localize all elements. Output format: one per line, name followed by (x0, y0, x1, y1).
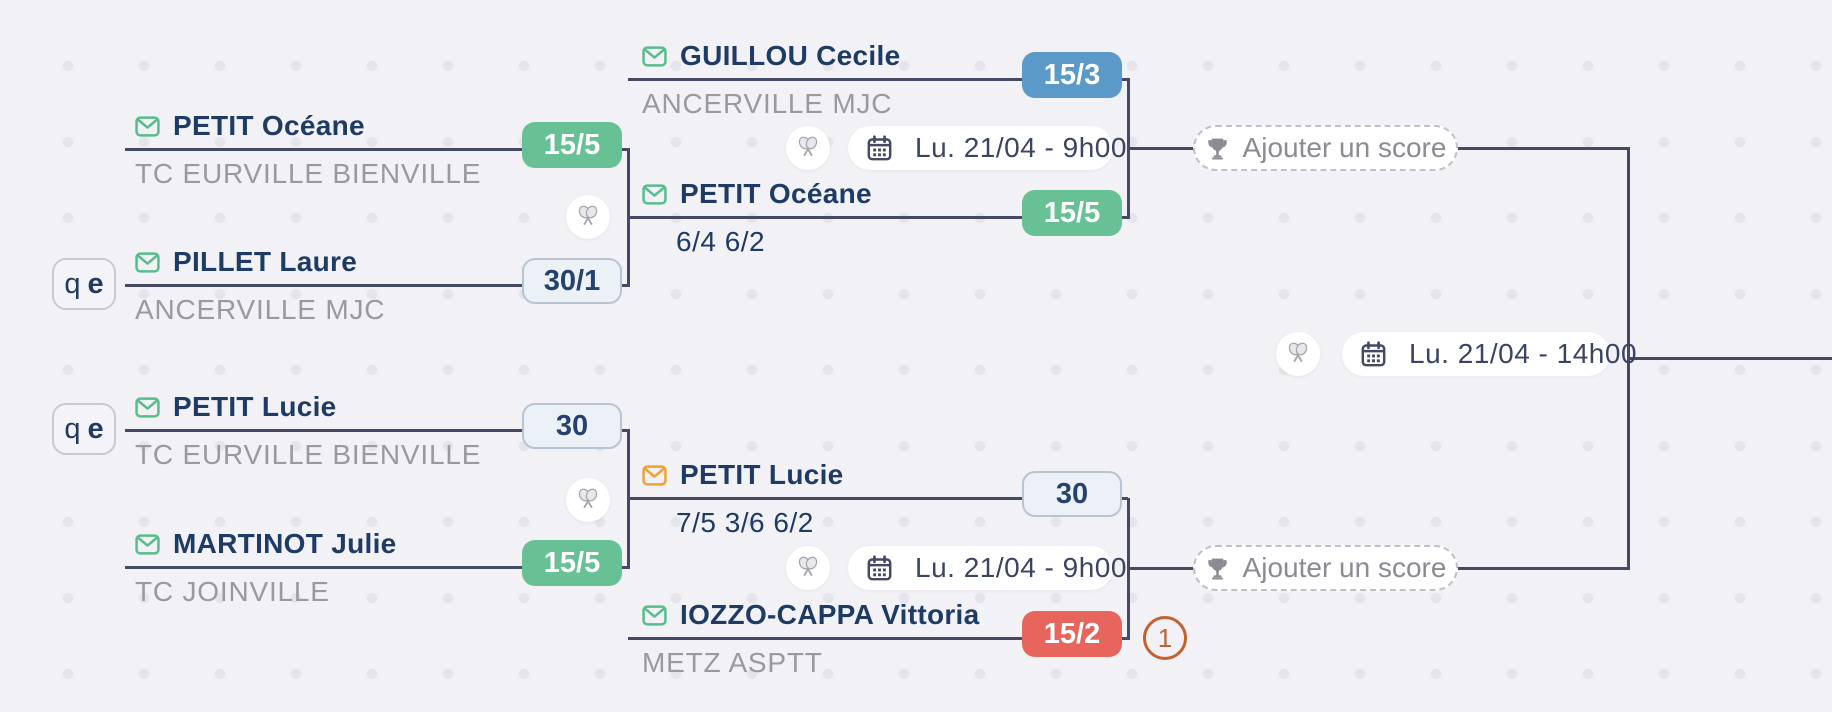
schedule-text: Lu. 21/04 - 9h00 (915, 552, 1127, 583)
bracket-line (125, 284, 628, 287)
add-score-button[interactable]: Ajouter un score (1193, 125, 1458, 171)
rackets-icon[interactable] (566, 195, 610, 239)
add-score-label: Ajouter un score (1242, 552, 1447, 583)
bracket-slot: IOZZO-CAPPA Vittoria METZ ASPTT 15/2 1 (628, 599, 1187, 678)
trophy-icon (1205, 556, 1230, 581)
player-row[interactable]: GUILLOU Cecile (642, 40, 900, 72)
bracket-line (628, 637, 1128, 640)
bracket-line (125, 429, 628, 432)
player-name: MARTINOT Julie (173, 528, 397, 559)
bracket-slot: MARTINOT Julie TC JOINVILLE 15/5 (125, 528, 628, 607)
bracket-slot: PETIT Océane 6/4 6/2 15/5 (628, 178, 1128, 257)
player-row[interactable]: IOZZO-CAPPA Vittoria (642, 599, 980, 631)
rating-badge[interactable]: 30 (1022, 471, 1122, 517)
trophy-icon (1205, 136, 1230, 161)
player-row[interactable]: PETIT Océane (135, 110, 365, 142)
player-name: PETIT Lucie (173, 391, 337, 422)
match-sets: 7/5 3/6 6/2 (676, 507, 814, 538)
match-schedule[interactable]: Lu. 21/04 - 14h00 (1342, 332, 1637, 376)
player-club: METZ ASPTT (642, 647, 823, 678)
player-club: TC EURVILLE BIENVILLE (135, 439, 482, 470)
player-name: PILLET Laure (173, 246, 358, 277)
seed-number: 1 (1143, 616, 1187, 660)
calendar-icon (866, 554, 893, 582)
calendar-icon (1360, 340, 1387, 368)
mail-icon (135, 396, 160, 418)
schedule-text: Lu. 21/04 - 9h00 (915, 132, 1127, 163)
bracket-connector (1458, 147, 1628, 150)
player-name: PETIT Océane (680, 178, 872, 209)
player-row[interactable]: PETIT Lucie (642, 459, 844, 491)
player-row[interactable]: MARTINOT Julie (135, 528, 397, 560)
rackets-icon[interactable] (786, 126, 830, 170)
player-name: IOZZO-CAPPA Vittoria (680, 599, 980, 630)
player-club: TC EURVILLE BIENVILLE (135, 158, 482, 189)
mail-icon (642, 604, 667, 626)
player-row[interactable]: PETIT Océane (642, 178, 872, 210)
bracket-connector (1128, 147, 1194, 150)
add-score-label: Ajouter un score (1242, 132, 1447, 163)
rackets-icon[interactable] (1276, 332, 1320, 376)
bracket-connector (1458, 567, 1628, 570)
bracket-slot: PETIT Lucie 7/5 3/6 6/2 30 (628, 459, 1128, 538)
rating-badge[interactable]: 15/2 (1022, 611, 1122, 657)
rating-badge[interactable]: 30 (522, 403, 622, 449)
rating-badge[interactable]: 15/5 (1022, 190, 1122, 236)
player-name: PETIT Océane (173, 110, 365, 141)
rackets-icon[interactable] (566, 478, 610, 522)
mail-icon (135, 533, 160, 555)
bracket-line (125, 566, 628, 569)
player-row[interactable]: PILLET Laure (135, 246, 357, 278)
match-schedule[interactable]: Lu. 21/04 - 9h00 (848, 546, 1126, 590)
match-schedule[interactable]: Lu. 21/04 - 9h00 (848, 126, 1126, 170)
mail-icon (135, 115, 160, 137)
bracket-slot: PETIT Océane TC EURVILLE BIENVILLE 15/5 (125, 110, 628, 189)
calendar-icon (866, 134, 893, 162)
player-name: GUILLOU Cecile (680, 40, 901, 71)
bracket-line (628, 78, 1128, 81)
player-club: ANCERVILLE MJC (135, 294, 386, 325)
match-sets: 6/4 6/2 (676, 226, 766, 257)
player-club: ANCERVILLE MJC (642, 88, 893, 119)
add-score-button[interactable]: Ajouter un score (1193, 545, 1458, 591)
mail-icon (642, 183, 667, 205)
player-row[interactable]: PETIT Lucie (135, 391, 337, 423)
player-club: TC JOINVILLE (135, 576, 330, 607)
mail-icon (642, 45, 667, 67)
schedule-text: Lu. 21/04 - 14h00 (1409, 338, 1638, 369)
player-name: PETIT Lucie (680, 459, 844, 490)
bracket-line (125, 148, 628, 151)
mail-icon (135, 251, 160, 273)
bracket-line (628, 216, 1128, 219)
bracket-connector (1128, 567, 1194, 570)
rating-badge[interactable]: 15/3 (1022, 52, 1122, 98)
bracket-line (628, 497, 1128, 500)
mail-icon (642, 464, 667, 486)
rating-badge[interactable]: 30/1 (522, 258, 622, 304)
bracket-slot: GUILLOU Cecile ANCERVILLE MJC 15/3 (628, 40, 1128, 119)
rating-badge[interactable]: 15/5 (522, 540, 622, 586)
bracket-connector-final (1628, 357, 1832, 360)
rating-badge[interactable]: 15/5 (522, 122, 622, 168)
rackets-icon[interactable] (786, 546, 830, 590)
